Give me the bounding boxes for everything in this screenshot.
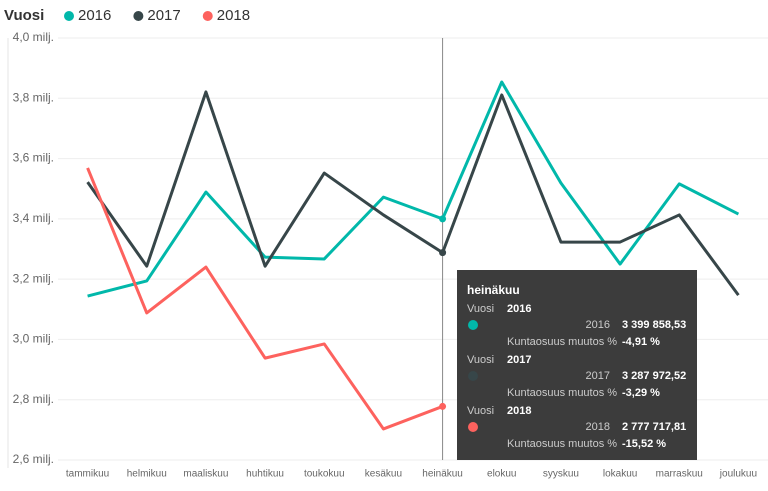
tooltip-title: heinäkuu — [467, 283, 520, 297]
tooltip-marker — [468, 422, 478, 432]
tooltip-label: Vuosi — [467, 303, 494, 315]
y-tick-label: 3,6 milj. — [13, 151, 54, 165]
tooltip-year: 2016 — [507, 303, 531, 315]
legend-label: 2017 — [147, 7, 180, 24]
y-tick-label: 2,8 milj. — [13, 392, 54, 406]
y-tick-label: 2,6 milj. — [13, 452, 54, 466]
y-tick-label: 3,0 milj. — [13, 332, 54, 346]
tooltip-year: 2018 — [507, 405, 531, 417]
y-tick-label: 4,0 milj. — [13, 30, 54, 44]
tooltip-value: 3 399 858,53 — [622, 319, 686, 331]
tooltip-value: 3 287 972,52 — [622, 370, 686, 382]
legend-marker — [202, 11, 213, 21]
hover-point — [439, 215, 447, 223]
tooltip-change-label: Kuntaosuus muutos % — [507, 438, 617, 450]
x-tick-label: huhtikuu — [246, 469, 284, 480]
legend-label: 2018 — [217, 7, 250, 24]
x-tick-label: maaliskuu — [183, 469, 228, 480]
tooltip-year: 2017 — [507, 354, 531, 366]
tooltip-change-label: Kuntaosuus muutos % — [507, 336, 617, 348]
y-tick-label: 3,2 milj. — [13, 271, 54, 285]
hover-point — [439, 249, 447, 257]
series-line — [86, 90, 740, 297]
x-tick-label: toukokuu — [304, 469, 345, 480]
hover-point — [439, 402, 447, 410]
tooltip-series: 2016 — [586, 319, 610, 331]
tooltip-box — [457, 270, 697, 460]
y-tick-label: 3,8 milj. — [13, 90, 54, 104]
legend-marker — [133, 11, 144, 21]
legend-marker — [64, 11, 74, 21]
x-tick-label: heinäkuu — [422, 469, 463, 480]
x-tick-label: lokakuu — [603, 469, 637, 480]
series-line — [87, 80, 740, 298]
tooltip-change: -4,91 % — [622, 336, 660, 348]
tooltip-marker — [468, 371, 478, 381]
legend-title: Vuosi — [4, 7, 44, 24]
tooltip-label: Vuosi — [467, 405, 494, 417]
y-tick-label: 3,4 milj. — [13, 211, 54, 225]
x-tick-label: helmikuu — [127, 469, 167, 480]
tooltip-change: -3,29 % — [622, 387, 660, 399]
x-tick-label: elokuu — [487, 469, 516, 480]
tooltip-value: 2 777 717,81 — [622, 421, 686, 433]
x-tick-label: syyskuu — [543, 469, 579, 480]
x-tick-label: tammikuu — [66, 469, 109, 480]
tooltip-change: -15,52 % — [622, 438, 666, 450]
tooltip-series: 2018 — [586, 421, 610, 433]
tooltip-series: 2017 — [586, 370, 610, 382]
x-tick-label: kesäkuu — [365, 469, 402, 480]
x-tick-label: marraskuu — [656, 469, 703, 480]
series-line — [86, 167, 444, 431]
x-tick-label: joulukuu — [719, 469, 757, 480]
tooltip-marker — [468, 320, 478, 330]
tooltip: heinäkuu Vuosi 2016 2016 3 399 858,53 Kuntaos… — [457, 270, 697, 460]
legend-label: 2016 — [78, 7, 111, 24]
tooltip-change-label: Kuntaosuus muutos % — [507, 387, 617, 399]
tooltip-label: Vuosi — [467, 354, 494, 366]
